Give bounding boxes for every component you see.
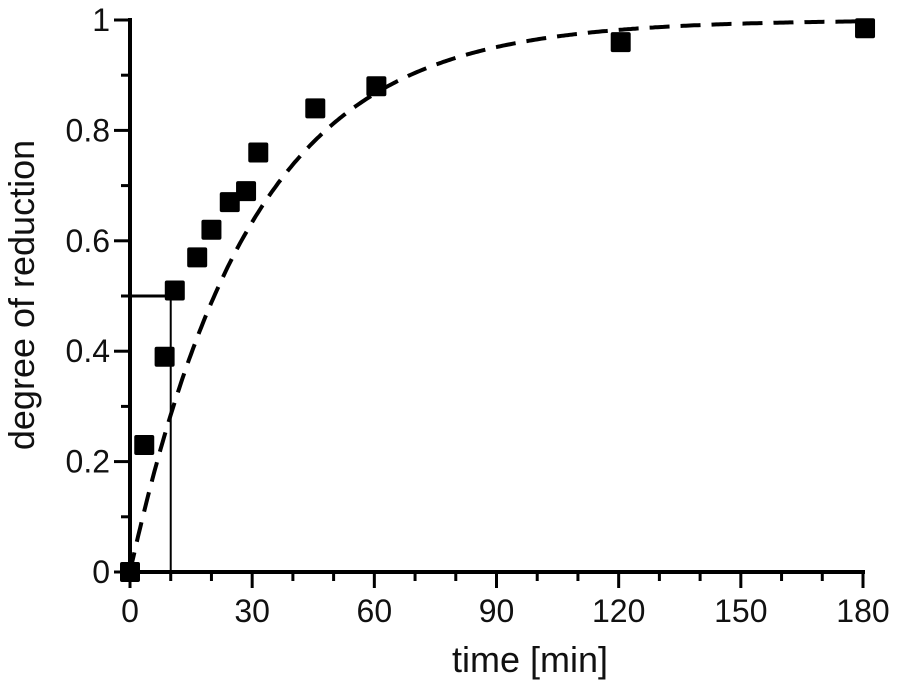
data-point — [201, 219, 222, 240]
fit-curve-layer — [128, 19, 864, 573]
fit-curve — [128, 19, 864, 573]
data-point — [366, 76, 387, 97]
x-tick-label: 30 — [234, 593, 270, 629]
x-tick-label: 120 — [592, 593, 645, 629]
y-tick-label: 0 — [92, 554, 110, 590]
y-tick-label: 0.2 — [66, 444, 110, 480]
y-tick-label: 0.6 — [66, 223, 110, 259]
data-point — [855, 18, 876, 39]
data-point — [134, 435, 155, 456]
x-ticks: 0 30 60 90 120 150 180 — [121, 572, 890, 629]
data-point — [120, 562, 140, 582]
y-tick-label: 0.8 — [66, 112, 110, 148]
x-tick-label: 60 — [357, 593, 393, 629]
y-axis-title: degree of reduction — [1, 140, 42, 450]
data-point — [219, 192, 240, 213]
x-axis-title: time [min] — [452, 639, 608, 680]
x-tick-label: 90 — [479, 593, 515, 629]
data-point — [305, 98, 326, 119]
data-points — [120, 18, 876, 582]
x-tick-label: 180 — [836, 593, 889, 629]
y-tick-label: 0.4 — [66, 333, 110, 369]
half-life-guides — [130, 294, 172, 572]
axes — [128, 18, 865, 574]
y-ticks: 0 0.2 0.4 0.6 0.8 1 — [66, 2, 130, 590]
data-point — [154, 346, 175, 367]
y-tick-label: 1 — [92, 2, 110, 38]
x-tick-label: 150 — [714, 593, 767, 629]
data-point — [236, 181, 257, 202]
data-point — [187, 247, 208, 268]
data-point — [164, 280, 185, 301]
x-tick-label: 0 — [121, 593, 139, 629]
data-point — [248, 142, 269, 163]
data-point — [610, 32, 631, 53]
